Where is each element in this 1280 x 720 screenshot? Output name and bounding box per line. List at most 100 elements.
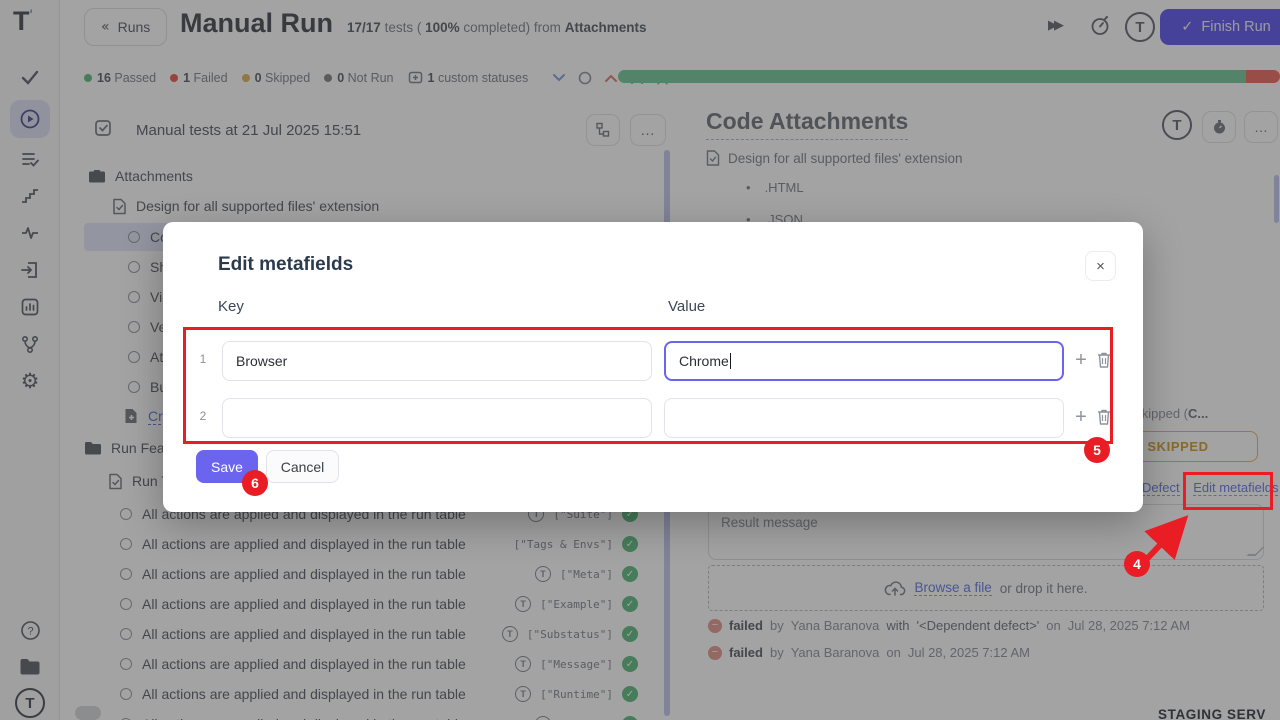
help-icon[interactable]: ? [0,615,60,645]
run-title[interactable]: Manual tests at 21 Jul 2025 15:51 [136,122,362,139]
notrun-stat: 0 Not Run [324,71,394,85]
doc-label: Run T [132,473,170,489]
testomat-mark-icon: T [535,566,552,582]
projects-folder-icon[interactable] [0,652,60,682]
cancel-button[interactable]: Cancel [266,450,339,483]
detail-logo-icon[interactable]: T [1162,110,1192,140]
failed-stat: 1 Failed [170,71,228,85]
app-logo[interactable]: T' [13,6,33,36]
key-column-header: Key [218,298,244,315]
check-icon: ✓ [1181,19,1194,35]
test-status-circle-icon [128,381,140,393]
failed-status-icon: − [708,645,722,660]
finish-run-button[interactable]: ✓ Finish Run [1160,9,1280,45]
passed-dot-icon [84,74,92,82]
defect-link[interactable]: Defect [1142,480,1180,496]
key-input[interactable]: Browser [222,341,652,381]
test-status-circle-icon [128,261,140,273]
tree-test-row[interactable]: All actions are applied and displayed in… [84,530,660,558]
scroll-stub [75,706,101,720]
tree-test-row[interactable]: All actions are applied and displayed in… [84,680,660,708]
tree-test-row[interactable]: Att [84,343,660,371]
passed-check-icon: ✓ [622,596,638,612]
testomat-mark-icon: T [515,656,532,672]
account-logo-icon[interactable]: T [0,688,60,718]
test-label: All actions are applied and displayed in… [142,536,466,552]
tree-test-row[interactable]: All actions are applied and displayed in… [84,560,660,588]
chevron-up-icon[interactable] [604,73,618,83]
tree-test-row[interactable]: All actions are applied and displayed in… [84,650,660,678]
timer-icon[interactable] [1088,13,1112,37]
test-status-circle-icon [128,321,140,333]
tree-doc-row[interactable]: Design for all supported files' extensio… [84,192,660,220]
passed-check-icon: ✓ [622,536,638,552]
project-logo-icon[interactable]: T [1125,12,1155,42]
nav-plans-icon[interactable] [0,144,60,174]
delete-row-icon[interactable] [1096,351,1114,371]
suitcase-icon [89,170,105,183]
stopwatch-icon [1213,120,1225,134]
tree-test-row[interactable]: All actions are applied and displayed in… [84,590,660,618]
skipped-stat: 0 Skipped [241,71,310,85]
nav-pulse-icon[interactable] [0,218,60,248]
folder-label: Run Fea [111,440,165,456]
progress-failed-segment [1246,70,1280,83]
test-status-circle-icon [120,508,132,520]
edit-metafields-link[interactable]: Edit metafields [1193,480,1279,496]
modal-close-button[interactable]: × [1085,251,1116,281]
detail-subtitle: Design for all supported files' extensio… [706,150,962,166]
detail-subtitle-text: Design for all supported files' extensio… [728,150,963,166]
file-dropzone[interactable]: Browse a file or drop it here. [708,565,1264,611]
tree-more-button[interactable]: … [630,114,666,146]
test-tag: ["Runtime"] [540,687,613,701]
document-check-icon [706,150,720,166]
double-chevron-left-icon: « [101,19,110,35]
test-status-circle-icon [120,628,132,640]
nav-import-icon[interactable] [0,255,60,285]
detail-more-button[interactable]: … [1244,111,1278,143]
tree-test-row[interactable]: All actions are applied and displayed in… [84,620,660,648]
nav-analytics-icon[interactable] [0,292,60,322]
custom-statuses-stat[interactable]: 1 custom statuses [408,71,528,86]
circle-status-icon[interactable] [578,71,592,85]
nav-branch-icon[interactable] [0,329,60,359]
tree-folder-row[interactable]: Run Fea [84,434,660,462]
panel-scrollbar[interactable] [1274,175,1279,223]
tree-view-button[interactable] [586,114,620,146]
row-index: 1 [199,352,207,366]
add-row-icon[interactable]: + [1075,406,1087,428]
failed-status-icon: − [708,618,722,633]
browse-file-link[interactable]: Browse a file [914,580,992,596]
add-row-icon[interactable]: + [1075,349,1087,371]
test-label: Att [150,349,168,365]
nav-tests-icon[interactable] [0,62,60,92]
left-sidebar: T' ⚙ ? [0,0,60,720]
status-summary-bar: 16 Passed 1 Failed 0 Skipped 0 Not Run 1… [84,66,669,90]
back-to-runs-button[interactable]: « Runs [84,8,168,46]
test-status-circle-icon [128,231,140,243]
passed-check-icon: ✓ [622,656,638,672]
value-input[interactable] [664,398,1064,438]
test-detail-title[interactable]: Code Attachments [706,108,909,140]
annotation-badge-5: 5 [1084,437,1110,463]
key-input[interactable] [222,398,652,438]
value-input-focused[interactable]: Chrome [664,341,1064,381]
chevron-down-icon[interactable] [552,73,566,83]
notrun-dot-icon [324,74,333,82]
tree-folder-row[interactable]: Attachments [84,162,660,190]
detail-timer-button[interactable] [1202,111,1236,143]
edit-metafields-modal: Edit metafields × Key Value 1 Browser Ch… [163,222,1143,512]
annotation-rect-edit-metafields [1183,472,1273,510]
nav-settings-gear-icon[interactable]: ⚙ [20,369,40,393]
failed-dot-icon [170,74,179,82]
nav-milestones-icon[interactable] [0,181,60,211]
delete-row-icon[interactable] [1096,408,1114,428]
test-label: All actions are applied and displayed in… [142,596,466,612]
progress-passed-segment [618,70,1246,83]
test-status-circle-icon [128,351,140,363]
select-all-icon[interactable] [94,119,114,139]
tree-doc-row[interactable]: Run T [84,467,660,495]
value-column-header: Value [668,298,706,315]
nav-runs-icon[interactable] [0,104,60,134]
